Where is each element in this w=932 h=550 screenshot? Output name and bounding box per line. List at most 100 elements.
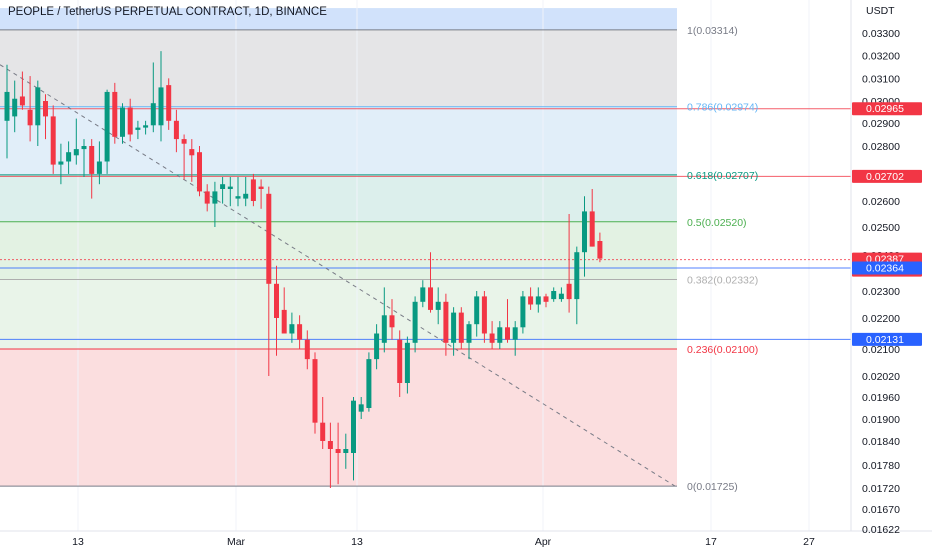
candle-up (366, 352, 372, 412)
candle-up (66, 141, 72, 174)
candle-body (404, 342, 410, 383)
candle-body (112, 91, 118, 137)
candle-body (204, 191, 210, 204)
chart-title: PEOPLE / TetherUS PERPETUAL CONTRACT, 1D… (8, 6, 327, 18)
candle-up (404, 336, 410, 394)
time-tick-label: Apr (535, 536, 552, 548)
candle-body (327, 441, 333, 449)
candle-up (381, 287, 387, 353)
candle-body (351, 400, 356, 453)
candle-up (73, 118, 79, 165)
candle-down (505, 299, 510, 343)
candle-down (281, 287, 287, 334)
candle-body (250, 179, 256, 201)
candle-up (474, 291, 480, 337)
candle-body (451, 312, 457, 343)
candle-up (220, 177, 226, 204)
fib-label: 0.5(0.02520) (687, 217, 747, 229)
candle-down (43, 94, 48, 140)
candle-up (358, 397, 364, 419)
candle-body (551, 291, 557, 300)
price-tick-label: 0.02500 (862, 222, 900, 234)
candle-body (481, 296, 487, 334)
candle-body (428, 287, 433, 310)
price-tick-label: 0.01960 (862, 392, 900, 404)
fib-zone (0, 279, 677, 349)
candle-up (81, 139, 87, 177)
candle-body (582, 211, 587, 253)
candle-body (143, 125, 149, 128)
candle-up (512, 321, 518, 356)
candle-body (19, 96, 25, 106)
candle-down (327, 422, 333, 488)
candle-body (505, 327, 510, 340)
candle-up (451, 307, 457, 356)
price-tick-label: 0.01720 (862, 483, 900, 495)
candle-up (574, 246, 580, 325)
candles (4, 51, 603, 488)
candle-down (181, 134, 187, 180)
candle-body (158, 87, 164, 126)
candle-up (227, 177, 233, 207)
candle-body (150, 103, 156, 126)
candle-body (566, 283, 572, 300)
time-axis-ticks[interactable]: 13 Mar 13 Apr 17 27 (72, 536, 815, 548)
candle-body (27, 109, 33, 126)
candle-body (358, 404, 364, 412)
candle-body (381, 315, 387, 343)
candle-body (397, 339, 403, 383)
candle-body (412, 301, 418, 343)
candle-body (458, 312, 464, 343)
candle-down (204, 184, 210, 212)
candle-body (589, 211, 595, 247)
price-tag-label: 0.02364 (866, 262, 904, 274)
candle-body (274, 283, 279, 318)
candle-body (543, 296, 549, 302)
candle-up (58, 143, 64, 185)
price-tags: 0.029650.027020.0238716:09:170.023640.02… (852, 102, 922, 346)
candle-down (197, 146, 202, 197)
price-tick-label: 0.02020 (862, 371, 900, 383)
candle-body (343, 449, 349, 453)
price-tick-label: 0.01622 (862, 524, 900, 536)
candle-up (535, 287, 541, 313)
candle-down (335, 422, 341, 485)
price-tag-label: 0.02702 (866, 171, 904, 183)
candle-up (551, 287, 557, 302)
candle-up (104, 89, 110, 174)
candle-body (366, 359, 372, 408)
candle-up (558, 287, 564, 302)
candle-down (189, 139, 195, 182)
candle-body (558, 293, 564, 300)
candle-down (389, 299, 395, 340)
candle-up (374, 324, 380, 370)
time-axis-background (0, 531, 851, 550)
candle-down (258, 179, 264, 209)
price-tick-label: 0.02600 (862, 196, 900, 208)
price-tick-label: 0.02200 (862, 313, 900, 325)
candle-up (235, 177, 241, 207)
time-tick-label: 13 (351, 536, 363, 548)
fib-zone (0, 29, 677, 107)
candle-body (189, 149, 195, 156)
price-axis-ticks[interactable]: 0.033000.032000.031000.030000.029000.028… (862, 28, 900, 536)
candle-body (127, 107, 133, 135)
fib-zone (0, 8, 677, 30)
candle-body (528, 296, 534, 305)
candle-body (335, 449, 341, 453)
candle-body (512, 327, 518, 340)
price-tick-label: 0.02100 (862, 344, 900, 356)
candle-up (4, 64, 10, 159)
candle-down (397, 330, 403, 397)
candle-body (220, 184, 226, 189)
candle-body (312, 359, 318, 423)
price-tick-label: 0.03100 (862, 73, 900, 85)
fib-labels: 1(0.03314) 0.786(0.02974) 0.618(0.02707) 0.… (687, 25, 758, 493)
price-tick-label: 0.02800 (862, 141, 900, 153)
candle-up (243, 177, 249, 207)
candle-down (528, 287, 534, 310)
candle-body (181, 139, 187, 144)
candle-up (351, 397, 356, 481)
candle-body (289, 324, 295, 334)
